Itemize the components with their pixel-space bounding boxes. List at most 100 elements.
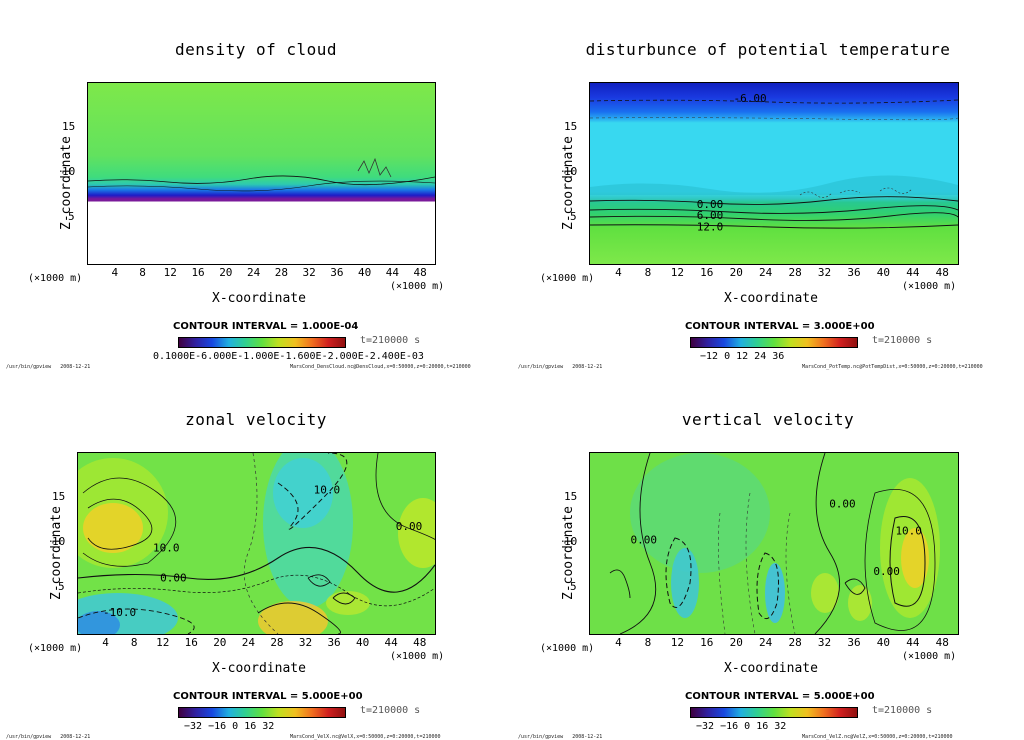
footer-right: MarsCond_PotTemp.nc@PotTempDist,x=0:5000… (802, 364, 983, 370)
colorbar-labels: −32 −16 0 16 32 (184, 721, 275, 732)
chart-title: density of cloud (174, 40, 338, 59)
x-unit-right: (×1000 m) (902, 281, 957, 292)
x-tick-label: 44 (384, 636, 398, 649)
positive-region (326, 591, 370, 615)
colorbar (178, 337, 346, 348)
x-tick-label: 32 (817, 266, 832, 279)
contour-line (88, 180, 435, 192)
footer-left: /usr/bin/gpview 2008-12-21 (518, 364, 603, 370)
contour-interval: CONTOUR INTERVAL = 1.000E-04 (173, 321, 359, 332)
contour-line (718, 492, 796, 634)
x-tick-label: 40 (876, 266, 891, 279)
contour-line (756, 552, 779, 620)
x-tick-label: 24 (246, 266, 261, 279)
x-tick-label: 32 (298, 636, 313, 649)
contour-line (87, 498, 153, 550)
positive-core (258, 601, 328, 634)
contour-line (590, 205, 958, 214)
y-tick: 5 (68, 210, 75, 223)
x-tick-label: 48 (935, 266, 949, 279)
x-axis-label: X-coordinate (212, 661, 306, 676)
time-label: t=210000 s (872, 705, 933, 716)
contour-line (590, 212, 958, 221)
contour-label: 0.00 (829, 497, 856, 510)
x-tick-label: 32 (817, 636, 832, 649)
contour-line (375, 453, 435, 543)
contour-line (864, 488, 936, 631)
contour-interval: CONTOUR INTERVAL = 3.000E+00 (685, 321, 875, 332)
x-unit-left: (×1000 m) (540, 643, 595, 654)
contour-label-group: 10.0 10.0 0.00 0.00 -10.0 (103, 484, 422, 619)
contour-line (88, 175, 435, 186)
x-tick-label: 48 (413, 266, 427, 279)
contour-line (814, 453, 841, 634)
negative-core (765, 563, 785, 623)
chart-title: vertical velocity (681, 410, 855, 429)
chart-title: disturbunce of potential temperature (585, 40, 951, 59)
x-tick-label: 24 (759, 266, 773, 279)
contour-label: 0.00 (396, 520, 423, 533)
y-tick: 15 (564, 120, 578, 133)
footer-left: /usr/bin/gpview 2008-12-21 (6, 734, 91, 740)
x-axis-label: X-coordinate (724, 291, 818, 306)
contour-line (257, 602, 341, 634)
contour-label-group: 0.00 0.00 10.0 0.00 (630, 497, 921, 578)
x-tick-label: 4 (615, 636, 622, 649)
plot-area: 10.0 10.0 0.00 0.00 -10.0 (77, 452, 436, 635)
contour-line (78, 608, 195, 634)
x-tick-label: 12 (156, 636, 170, 649)
x-tick-label: 4 (102, 636, 109, 649)
time-label: t=210000 s (872, 335, 933, 346)
footer-right: MarsCond_VelX.nc@VelX,x=0:50000,z=0:2000… (290, 734, 441, 740)
y-tick: 15 (564, 490, 578, 503)
y-tick: 10 (564, 165, 578, 178)
x-tick-label: 44 (385, 266, 399, 279)
x-unit-left: (×1000 m) (540, 273, 595, 284)
vertical-velocity-heatmap: 0.00 0.00 10.0 0.00 (590, 453, 958, 634)
time-label: t=210000 s (360, 705, 421, 716)
x-tick-label: 20 (213, 636, 227, 649)
x-tick-label: 28 (788, 636, 802, 649)
colorbar (690, 337, 858, 348)
contour-line (889, 516, 926, 607)
x-tick-label: 28 (274, 266, 288, 279)
footer-left: /usr/bin/gpview 2008-12-21 (6, 364, 91, 370)
positive-core (83, 503, 143, 553)
contour-label: 0.00 (697, 198, 724, 211)
x-tick-label: 8 (644, 266, 652, 279)
x-axis-label: X-coordinate (724, 661, 818, 676)
y-tick: 5 (570, 580, 577, 593)
y-tick: 10 (564, 535, 578, 548)
contour-label: -6.00 (734, 92, 767, 105)
blue-layer (590, 175, 958, 195)
colorbar-labels: −32 −16 0 16 32 (696, 721, 787, 732)
x-tick-label: 8 (644, 636, 652, 649)
x-tick-label: 8 (139, 266, 146, 279)
x-tick-row: 4 8 12 16 20 24 28 32 36 40 44 48 (77, 636, 434, 650)
contour-line (609, 569, 866, 599)
x-tick-label: 4 (111, 266, 119, 279)
positive-region (848, 585, 872, 621)
x-axis-label: X-coordinate (212, 291, 306, 306)
x-tick-label: 36 (330, 266, 344, 279)
contour-line (590, 196, 958, 205)
negative-core (78, 611, 120, 634)
plot-area (87, 82, 436, 265)
contour-label: 10.0 (895, 524, 922, 537)
x-tick-label: 48 (413, 636, 427, 649)
x-tick-label: 48 (935, 636, 949, 649)
pot-temp-field (590, 83, 958, 264)
x-tick-row: 4 8 12 16 20 24 28 32 36 40 44 48 (589, 636, 957, 650)
x-tick-label: 32 (302, 266, 316, 279)
contour-label: 0.00 (160, 572, 187, 585)
contour-line (590, 224, 958, 229)
x-tick-label: 8 (130, 636, 138, 649)
footer-right: MarsCond_DensCloud.nc@DensCloud,x=0:5000… (290, 364, 471, 370)
time-label: t=210000 s (360, 335, 421, 346)
contour-label: 0.00 (630, 534, 657, 547)
x-tick-label: 12 (163, 266, 177, 279)
x-tick-label: 40 (876, 636, 891, 649)
y-tick: 5 (570, 210, 577, 223)
colorbar-labels: −12 0 12 24 36 (700, 351, 785, 362)
